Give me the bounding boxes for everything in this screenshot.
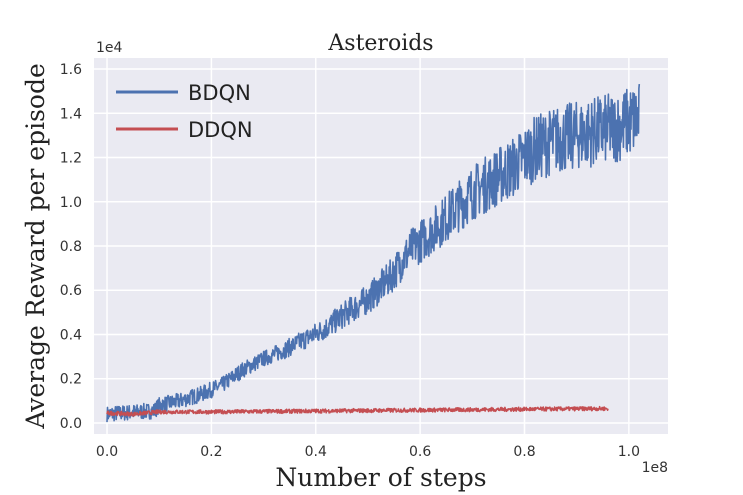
x-tick-label: 1.0 <box>618 444 640 460</box>
y-tick-label: 0.6 <box>60 283 82 299</box>
y-tick-label: 0.0 <box>60 416 82 432</box>
x-scale-label: 1e8 <box>642 460 668 476</box>
y-tick-label: 1.2 <box>60 151 82 167</box>
y-tick-label: 0.4 <box>60 327 82 343</box>
tick-labels: 0.0 0.2 0.4 0.6 0.8 1.0 0.0 0.2 0.4 0.6 0.8 1.0 1.2 1… <box>60 62 640 460</box>
x-tick-label: 0.2 <box>200 444 222 460</box>
y-tick-label: 1.4 <box>60 106 82 122</box>
x-tick-label: 0.0 <box>96 444 118 460</box>
series-line-bdqn <box>106 84 641 423</box>
x-tick-label: 0.6 <box>409 444 431 460</box>
chart-title: Asteroids <box>327 31 433 56</box>
y-tick-label: 0.8 <box>60 239 82 255</box>
legend: BDQN DDQN <box>116 81 253 142</box>
y-tick-label: 1.0 <box>60 195 82 211</box>
series-layer <box>106 84 641 423</box>
x-tick-label: 0.4 <box>305 444 327 460</box>
y-tick-label: 1.6 <box>60 62 82 78</box>
legend-label-bdqn: BDQN <box>188 81 251 105</box>
legend-label-ddqn: DDQN <box>188 118 253 142</box>
y-axis-label: Average Reward per episode <box>21 63 50 430</box>
series-line-ddqn <box>106 405 609 417</box>
x-axis-label: Number of steps <box>275 463 486 492</box>
y-scale-label: 1e4 <box>96 40 123 56</box>
y-tick-label: 0.2 <box>60 372 82 388</box>
x-tick-label: 0.8 <box>513 444 535 460</box>
